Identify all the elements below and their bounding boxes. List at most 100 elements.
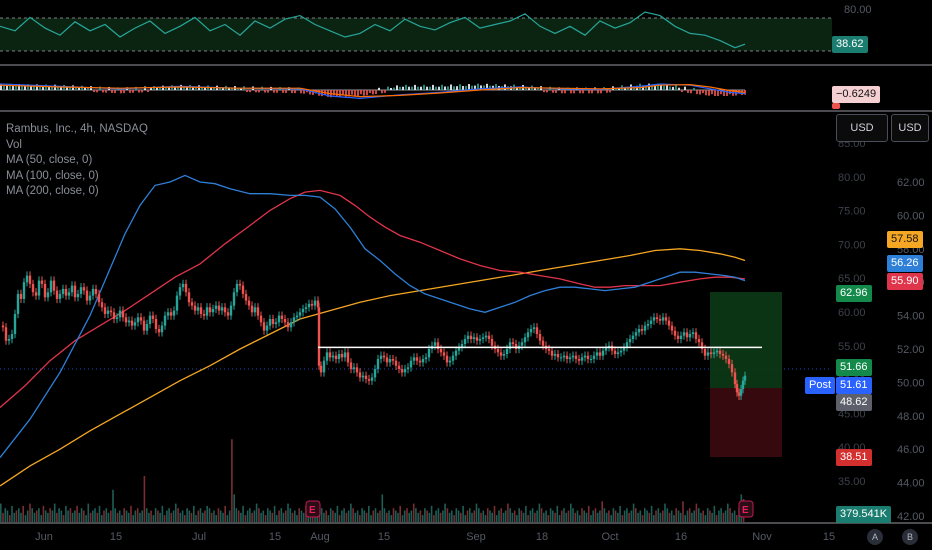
legend-title[interactable]: Rambus, Inc., 4h, NASDAQ <box>6 123 148 135</box>
legend-ma100[interactable]: MA (100, close, 0) <box>6 169 99 182</box>
macd-histogram-bar <box>681 90 683 93</box>
macd-histogram-bar <box>129 90 131 93</box>
volume-bar <box>462 505 464 522</box>
candle-body <box>49 280 53 293</box>
candle-body <box>460 344 464 348</box>
candle-body <box>220 307 224 311</box>
candle-body <box>373 369 377 378</box>
volume-bar <box>166 510 168 522</box>
volume-bar <box>179 512 182 522</box>
legend-vol[interactable]: Vol <box>6 138 22 151</box>
volume-bar <box>29 503 31 522</box>
macd-histogram-bar <box>699 90 701 95</box>
candle-body <box>496 349 500 353</box>
macd-histogram-bar <box>555 90 557 93</box>
earnings-marker-aug[interactable]: E <box>305 500 321 518</box>
profit-zone[interactable] <box>710 292 782 388</box>
volume-bar <box>372 510 375 522</box>
volume-bar <box>513 510 516 522</box>
macd-histogram-bar <box>591 90 593 94</box>
volume-bar <box>260 512 262 522</box>
candle-body <box>640 329 644 331</box>
volume-bar <box>336 505 339 522</box>
earnings-marker-oct[interactable]: E <box>738 500 754 518</box>
volume-bar <box>702 510 704 522</box>
macd-histogram-bar <box>174 86 176 90</box>
currency-button-left[interactable]: USD <box>836 114 888 142</box>
svg-text:E: E <box>742 505 749 516</box>
candle-body <box>298 312 302 316</box>
candle-body <box>685 332 689 338</box>
macd-histogram-bar <box>57 86 59 90</box>
candle-body <box>115 317 119 319</box>
macd-histogram-bar <box>147 90 149 93</box>
volume-bar <box>49 508 51 522</box>
b-scale-button[interactable]: B <box>902 529 918 545</box>
candle-body <box>622 347 626 351</box>
volume-bar <box>644 508 646 522</box>
volume-bar <box>511 512 514 522</box>
macd-histogram-bar <box>519 86 521 90</box>
volume-bar <box>722 512 725 522</box>
candle-body <box>523 337 527 343</box>
volume-bar <box>101 515 103 522</box>
candle-body <box>100 302 104 308</box>
volume-bar <box>610 515 612 522</box>
candle-body <box>559 357 563 359</box>
candle-body <box>382 355 386 358</box>
volume-bar <box>522 512 525 522</box>
macd-histogram-bar <box>114 90 116 94</box>
long-position-tool[interactable] <box>710 292 782 457</box>
volume-bar <box>520 510 523 522</box>
macd-histogram-bar <box>405 84 407 90</box>
volume-bar <box>673 515 675 522</box>
macd-histogram-bar <box>690 90 692 94</box>
volume-bar <box>231 439 233 522</box>
volume-bar <box>116 512 119 522</box>
volume-bar <box>320 508 323 522</box>
macd-histogram-bar <box>483 85 485 90</box>
volume-bar <box>285 510 287 522</box>
volume-bar <box>605 512 608 522</box>
volume-bar <box>585 512 588 522</box>
volume-bar <box>621 515 624 522</box>
candle-body <box>316 300 320 308</box>
volume-bar <box>217 508 220 522</box>
candle-body <box>133 322 137 326</box>
post-market-price-tag: 51.61 <box>836 377 872 394</box>
loss-zone[interactable] <box>710 388 782 457</box>
volume-bar <box>675 508 677 522</box>
candle-body <box>55 290 59 299</box>
price-scale[interactable]: 62.0060.0058.0056.0054.0052.0050.0048.00… <box>897 177 925 523</box>
legend-ma50[interactable]: MA (50, close, 0) <box>6 154 93 166</box>
candle-body <box>652 317 656 321</box>
macd-histogram-bar <box>66 86 68 90</box>
time-axis[interactable]: Jun 15 Jul 15 Aug 15 Sep 18 Oct 16 Nov 15 <box>35 531 835 543</box>
macd-histogram-bar <box>717 90 719 96</box>
candle-body <box>280 315 284 319</box>
volume-bar <box>4 508 7 522</box>
candle-body <box>289 322 293 328</box>
macd-histogram-bar <box>387 86 389 90</box>
candle-body <box>358 372 362 378</box>
volume-bar <box>480 512 482 522</box>
volume-bar <box>648 512 651 522</box>
volume-bar <box>446 508 449 522</box>
volume-bar <box>262 510 265 522</box>
volume-bar <box>578 515 581 522</box>
time-tick-label: Aug <box>310 531 330 543</box>
volume-bar <box>302 512 305 522</box>
volume-bar <box>657 508 660 522</box>
time-tick-label: Oct <box>601 531 618 543</box>
volume-bar <box>715 515 718 522</box>
candle-body <box>286 322 290 328</box>
volume-bar <box>464 515 467 522</box>
legend-ma200[interactable]: MA (200, close, 0) <box>6 185 99 197</box>
volume-bar <box>374 508 377 522</box>
currency-button-right[interactable]: USD <box>891 114 929 142</box>
ma100-line <box>0 189 746 408</box>
volume-bar <box>592 510 594 522</box>
macd-histogram-bar <box>231 87 233 90</box>
auto-scale-button[interactable]: A <box>867 529 883 545</box>
